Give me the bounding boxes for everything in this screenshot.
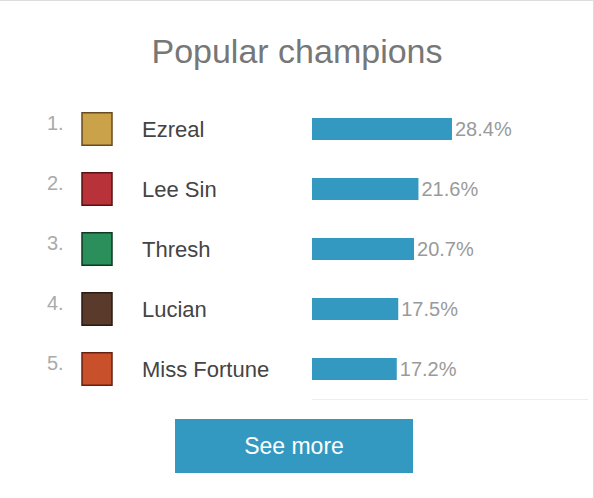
svg-text:17.2%: 17.2% [400, 358, 457, 380]
svg-text:20.7%: 20.7% [417, 238, 474, 260]
svg-text:21.6%: 21.6% [421, 178, 478, 200]
svg-text:4.: 4. [47, 292, 64, 314]
svg-text:1.: 1. [47, 112, 64, 134]
svg-text:Ezreal: Ezreal [142, 117, 204, 142]
svg-text:17.5%: 17.5% [401, 298, 458, 320]
svg-text:28.4%: 28.4% [455, 118, 512, 140]
svg-text:Miss Fortune: Miss Fortune [142, 357, 269, 382]
svg-text:3.: 3. [47, 232, 64, 254]
svg-text:Thresh: Thresh [142, 237, 210, 262]
svg-text:Lucian: Lucian [142, 297, 207, 322]
html-text:See more: See more [244, 432, 344, 459]
svg-text:5.: 5. [47, 352, 64, 374]
svg-text:2.: 2. [47, 172, 64, 194]
svg-text:Popular champions: Popular champions [151, 32, 442, 70]
svg-text:Lee Sin: Lee Sin [142, 177, 217, 202]
